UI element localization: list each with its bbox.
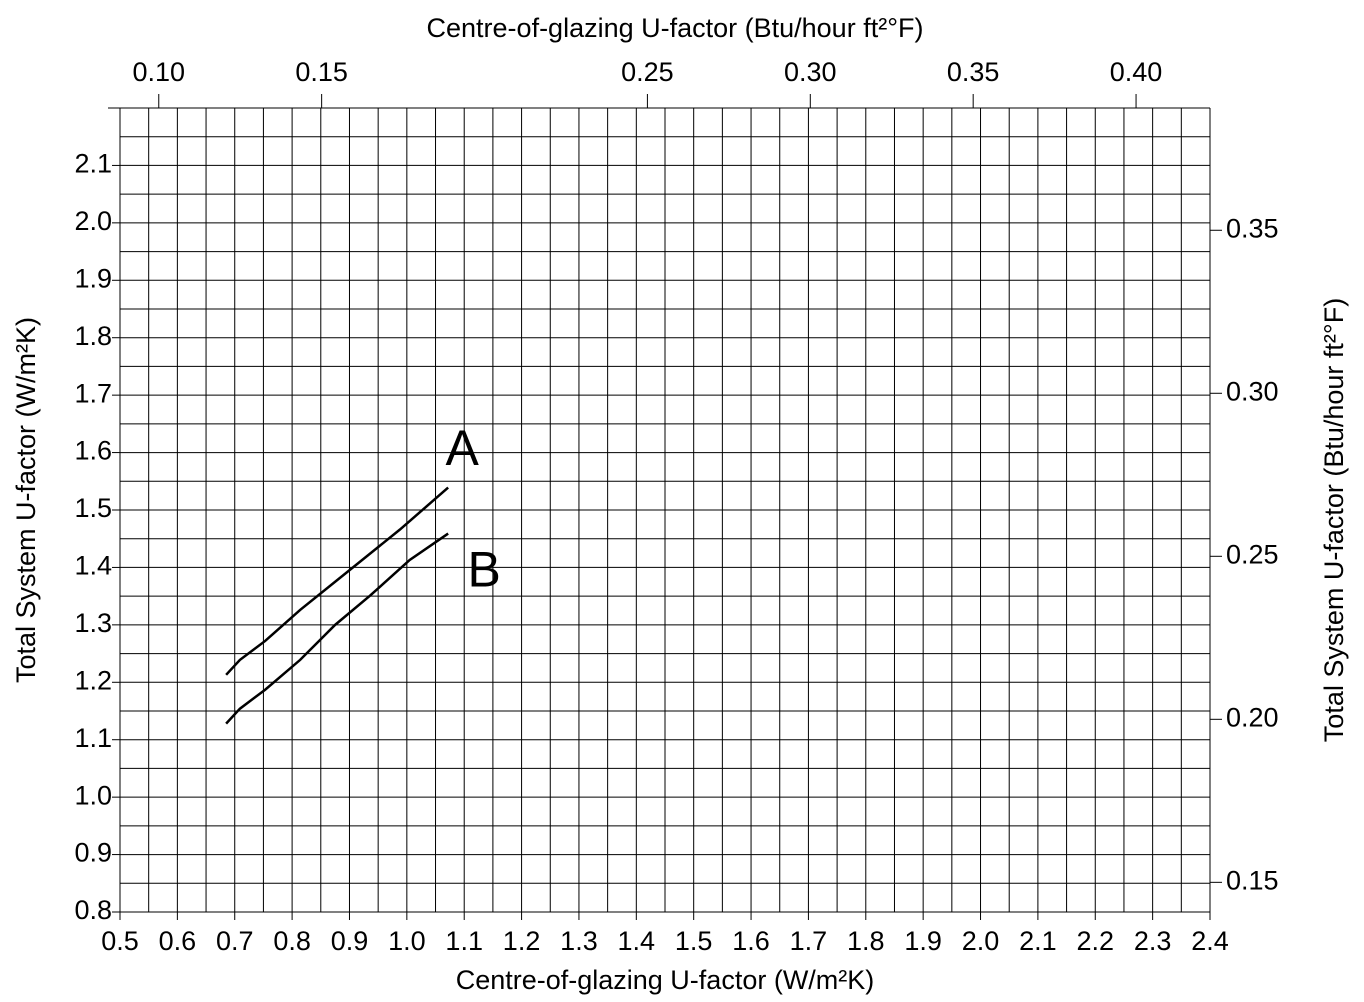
- x-tick-label: 1.7: [790, 926, 828, 956]
- x-tick-label: 1.1: [445, 926, 483, 956]
- x-tick-label: 0.8: [273, 926, 311, 956]
- x-tick-label: 0.7: [216, 926, 254, 956]
- y-axis-label: Total System U-factor (W/m²K): [11, 317, 41, 683]
- y-tick-label: 1.4: [74, 551, 112, 581]
- x2-tick-label: 0.10: [132, 57, 185, 87]
- y-tick-label: 0.8: [74, 895, 112, 925]
- x2-tick-label: 0.15: [295, 57, 348, 87]
- x2-tick-label: 0.40: [1110, 57, 1163, 87]
- x-tick-label: 1.8: [847, 926, 885, 956]
- y2-tick-label: 0.25: [1226, 539, 1279, 569]
- y-tick-label: 0.9: [74, 838, 112, 868]
- y-tick-label: 1.3: [74, 608, 112, 638]
- y-tick-label: 1.9: [74, 263, 112, 293]
- y-tick-label: 1.8: [74, 321, 112, 351]
- y-tick-label: 1.1: [74, 723, 112, 753]
- series-label: A: [445, 420, 479, 476]
- x-axis-label: Centre-of-glazing U-factor (W/m²K): [456, 965, 875, 995]
- x2-tick-label: 0.30: [784, 57, 837, 87]
- y-tick-label: 1.6: [74, 436, 112, 466]
- x-tick-label: 0.5: [101, 926, 139, 956]
- x2-tick-label: 0.35: [947, 57, 1000, 87]
- y2-tick-label: 0.30: [1226, 376, 1279, 406]
- x-tick-label: 2.4: [1191, 926, 1229, 956]
- series-label: B: [467, 542, 500, 598]
- x-tick-label: 1.5: [675, 926, 713, 956]
- x-tick-label: 2.0: [962, 926, 1000, 956]
- x-tick-label: 1.2: [503, 926, 541, 956]
- series-line: [225, 486, 449, 676]
- y-tick-label: 1.2: [74, 665, 112, 695]
- x-tick-label: 0.9: [331, 926, 369, 956]
- x-tick-label: 2.2: [1076, 926, 1114, 956]
- x-tick-label: 2.1: [1019, 926, 1057, 956]
- y2-axis-label: Total System U-factor (Btu/hour ft²°F): [1319, 298, 1349, 742]
- y2-tick-label: 0.20: [1226, 702, 1279, 732]
- x2-tick-label: 0.25: [621, 57, 674, 87]
- y2-tick-label: 0.35: [1226, 213, 1279, 243]
- x-tick-label: 2.3: [1134, 926, 1172, 956]
- x-tick-label: 1.3: [560, 926, 598, 956]
- y-tick-label: 2.1: [74, 149, 112, 179]
- y2-tick-label: 0.15: [1226, 865, 1279, 895]
- y-tick-label: 1.0: [74, 780, 112, 810]
- x-tick-label: 1.9: [904, 926, 942, 956]
- x-tick-label: 1.4: [618, 926, 656, 956]
- series-line: [225, 532, 449, 725]
- x-tick-label: 1.0: [388, 926, 426, 956]
- y-tick-label: 1.5: [74, 493, 112, 523]
- x2-axis-label: Centre-of-glazing U-factor (Btu/hour ft²…: [427, 13, 924, 43]
- y-tick-label: 1.7: [74, 378, 112, 408]
- x-tick-label: 1.6: [732, 926, 770, 956]
- y-tick-label: 2.0: [74, 206, 112, 236]
- x-tick-label: 0.6: [159, 926, 197, 956]
